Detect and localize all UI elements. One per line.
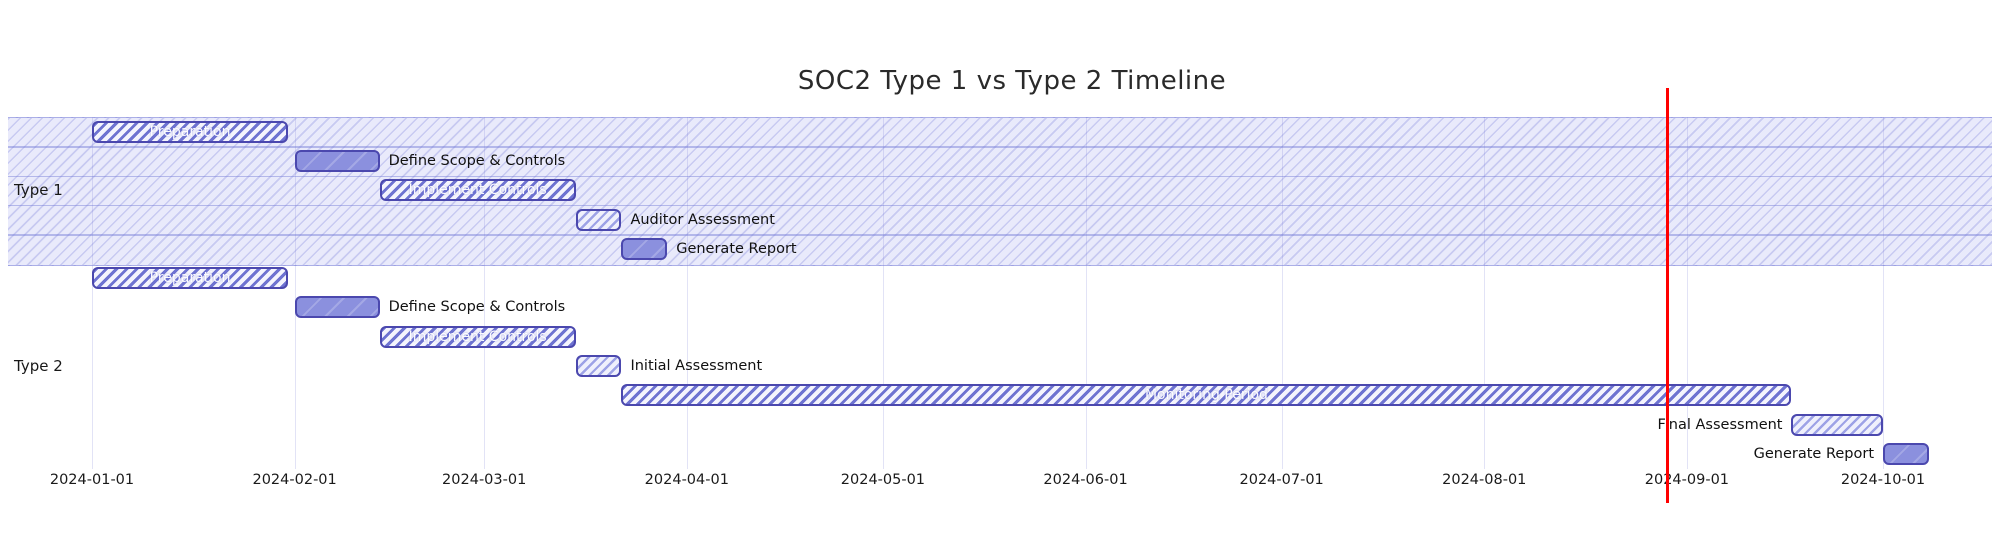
task-label: Define Scope & Controls xyxy=(388,152,566,169)
task-label: Define Scope & Controls xyxy=(388,299,566,316)
task-bar xyxy=(1791,413,1883,436)
task-bar: Preparation xyxy=(92,120,289,143)
section-band-type-1 xyxy=(8,117,1992,266)
task-label: Implement Controls xyxy=(408,328,547,345)
task-label: Initial Assessment xyxy=(630,358,763,374)
task-bar: Implement Controls xyxy=(379,179,576,202)
axis-tick-label: 2024-07-01 xyxy=(1239,472,1324,488)
task-label: Final Assessment xyxy=(1657,416,1783,433)
axis-tick-label: 2024-06-01 xyxy=(1043,472,1128,488)
task-bar xyxy=(294,149,380,172)
axis-tick-label: 2024-02-01 xyxy=(252,472,337,488)
row-separator xyxy=(8,175,1992,178)
task-label: Generate Report xyxy=(1753,445,1875,462)
axis-tick-label: 2024-10-01 xyxy=(1840,472,1926,488)
today-marker-line xyxy=(1666,88,1670,503)
section-label: Type 1 xyxy=(14,181,63,200)
task-bar: Implement Controls xyxy=(379,325,576,348)
task-bar xyxy=(575,208,622,231)
axis-tick-label: 2024-08-01 xyxy=(1442,472,1527,488)
axis-tick-label: 2024-01-01 xyxy=(49,472,135,488)
task-label: Preparation xyxy=(149,270,231,287)
task-label: Preparation xyxy=(149,123,231,140)
month-gridline xyxy=(882,117,884,469)
task-label: Implement Controls xyxy=(408,182,547,199)
task-bar xyxy=(575,355,622,377)
axis-tick-label: 2024-03-01 xyxy=(442,472,527,488)
task-bar: Preparation xyxy=(92,267,289,290)
task-bar xyxy=(621,237,668,260)
task-bar xyxy=(294,296,380,319)
row-separator xyxy=(8,146,1992,148)
task-label: Generate Report xyxy=(676,240,797,257)
task-bar: Monitoring Period xyxy=(621,384,1792,407)
task-label: Monitoring Period xyxy=(1144,387,1268,404)
month-gridline xyxy=(92,117,93,469)
task-bar xyxy=(1883,442,1929,465)
month-gridline xyxy=(294,117,296,469)
month-gridline xyxy=(484,117,486,469)
task-label: Auditor Assessment xyxy=(630,211,775,228)
axis-tick-label: 2024-04-01 xyxy=(644,472,729,488)
axis-tick-label: 2024-09-01 xyxy=(1644,472,1730,488)
section-label: Type 2 xyxy=(14,357,63,376)
month-gridline xyxy=(1686,117,1688,469)
month-gridline xyxy=(1484,117,1486,469)
axis-tick-label: 2024-05-01 xyxy=(840,472,926,488)
month-gridline xyxy=(1085,117,1087,469)
month-gridline xyxy=(1883,117,1884,469)
month-gridline xyxy=(686,117,688,469)
month-gridline xyxy=(1281,117,1283,469)
chart-title: SOC2 Type 1 vs Type 2 Timeline xyxy=(797,66,1227,96)
row-separator xyxy=(8,234,1992,236)
row-separator xyxy=(8,204,1992,207)
